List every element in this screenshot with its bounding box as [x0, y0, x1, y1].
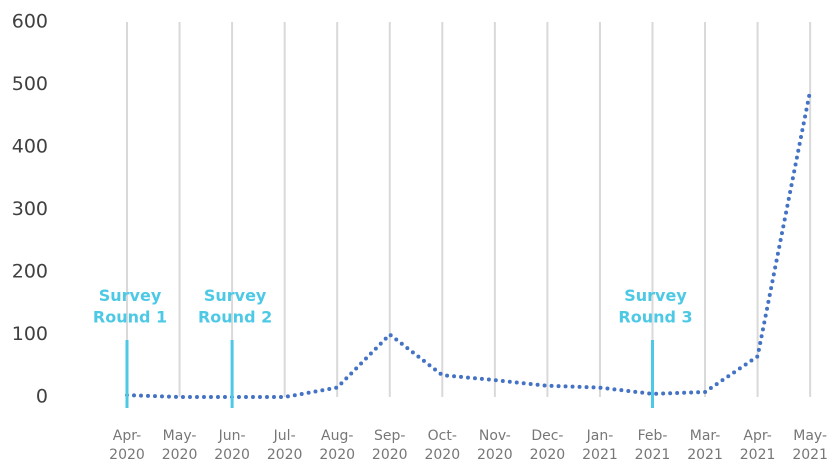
line-1: Feb-: [638, 428, 668, 444]
y-tick-label: 600: [12, 11, 48, 33]
line-1: Sep-: [374, 428, 405, 444]
y-tick-label: 100: [12, 323, 48, 345]
line-1: Apr-: [743, 428, 771, 444]
line-1: Aug-: [321, 428, 353, 444]
annotation: Survey Round 1: [93, 286, 167, 327]
line-1: May-: [163, 428, 197, 444]
annotation: Survey Round 3: [618, 286, 692, 327]
line-1: Oct-: [428, 428, 457, 444]
line-1: May-: [793, 428, 827, 444]
line-1: Survey: [204, 286, 267, 305]
line-2: 2020: [424, 447, 460, 463]
line-2: 2020: [319, 447, 355, 463]
line-1: Survey: [624, 286, 687, 305]
line-1: Dec-: [531, 428, 563, 444]
y-tick-label: 200: [12, 261, 48, 283]
x-tick-label: Apr- 2021: [740, 428, 776, 463]
x-tick-label: Dec- 2020: [530, 428, 566, 463]
line-2: Round 1: [93, 307, 167, 326]
line-2: 2020: [162, 447, 198, 463]
x-tick-label: May- 2021: [792, 428, 828, 463]
line-2: 2021: [740, 447, 776, 463]
x-tick-label: Sep- 2020: [372, 428, 408, 463]
y-tick-label: 500: [12, 73, 48, 95]
line-2: 2021: [582, 447, 618, 463]
line-1: Nov-: [479, 428, 511, 444]
line-2: 2020: [109, 447, 145, 463]
line-2: Round 3: [618, 307, 692, 326]
x-tick-label: Jan- 2021: [582, 428, 618, 463]
x-tick-label: Mar- 2021: [687, 428, 723, 463]
line-1: Jun-: [218, 428, 246, 444]
line-2: 2020: [214, 447, 250, 463]
x-tick-label: Jun- 2020: [214, 428, 250, 463]
line-2: 2020: [372, 447, 408, 463]
y-tick-label: 300: [12, 198, 48, 220]
y-tick-label: 400: [12, 136, 48, 158]
x-tick-label: Oct- 2020: [424, 428, 460, 463]
line-1: Jan-: [586, 428, 614, 444]
x-tick-label: Feb- 2021: [635, 428, 671, 463]
line-1: Apr-: [113, 428, 141, 444]
x-tick-label: May- 2020: [162, 428, 198, 463]
x-tick-label: Jul- 2020: [267, 428, 303, 463]
line-2: 2020: [477, 447, 513, 463]
y-tick-label: 0: [36, 386, 48, 408]
line-2: 2021: [792, 447, 828, 463]
line-2: 2020: [267, 447, 303, 463]
x-tick-label: Aug- 2020: [319, 428, 355, 463]
line-1: Jul-: [273, 428, 296, 444]
annotation: Survey Round 2: [198, 286, 272, 327]
line-1: Mar-: [690, 428, 721, 444]
x-tick-label: Nov- 2020: [477, 428, 513, 463]
line-2: Round 2: [198, 307, 272, 326]
line-1: Survey: [99, 286, 162, 305]
line-2: 2021: [687, 447, 723, 463]
line-2: 2020: [530, 447, 566, 463]
line-2: 2021: [635, 447, 671, 463]
data-line: [125, 88, 813, 399]
x-tick-label: Apr- 2020: [109, 428, 145, 463]
